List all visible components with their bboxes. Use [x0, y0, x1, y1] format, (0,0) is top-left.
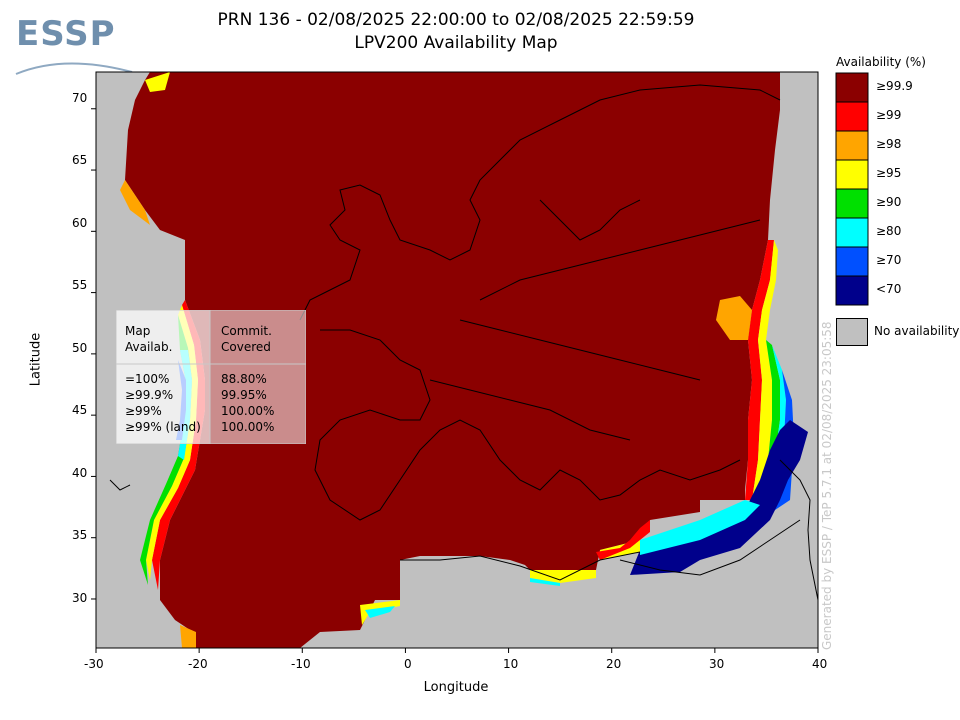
y-tick-label: 40: [72, 466, 88, 480]
legend-swatch: [835, 217, 869, 248]
stats-row-label: =100%: [125, 372, 170, 386]
legend-label: <70: [876, 282, 902, 296]
band-west-yellow: [146, 305, 198, 580]
band-nw-yellow: [145, 72, 170, 92]
band-sa-yellow: [530, 570, 596, 583]
stats-row-value: 100.00%: [221, 404, 275, 418]
y-tick-label: 70: [72, 91, 88, 105]
stats-labels: =100% ≥99.9% ≥99% ≥99% (land): [125, 371, 201, 435]
band-nw-orange: [120, 180, 150, 225]
legend-swatch: [835, 159, 869, 190]
no-availability-swatch: [836, 318, 868, 346]
band-east-orange: [716, 296, 752, 340]
y-tick-label: 55: [72, 278, 88, 292]
band-east-yellow: [752, 240, 778, 500]
stats-row-label: ≥99% (land): [125, 420, 201, 434]
band-west-green: [140, 315, 192, 585]
stats-row-label: ≥99%: [125, 404, 162, 418]
map-title: PRN 136 - 02/08/2025 22:00:00 to 02/08/2…: [217, 10, 695, 30]
y-tick-label: 45: [72, 403, 88, 417]
x-axis-title: Longitude: [423, 680, 489, 695]
band-sw-cyan: [365, 606, 395, 618]
legend-label: ≥90: [876, 195, 902, 209]
band-sw-bands: [360, 600, 400, 625]
x-tick-label: -10: [291, 657, 311, 671]
stats-row-value: 100.00%: [221, 420, 275, 434]
y-tick-label: 60: [72, 216, 88, 230]
legend-label: ≥70: [876, 253, 902, 267]
stats-header-map-availab: Map Availab.: [125, 323, 172, 355]
stats-row-value: 88.80%: [221, 372, 267, 386]
stats-header-line: Availab.: [125, 340, 173, 354]
legend-swatch: [835, 275, 869, 306]
x-tick-label: 30: [709, 657, 725, 671]
legend-label: ≥80: [876, 224, 902, 238]
x-tick-label: 20: [606, 657, 622, 671]
y-tick-label: 65: [72, 153, 88, 167]
band-east-green: [766, 340, 780, 460]
legend-swatch: [835, 246, 869, 277]
stats-box-background: [116, 310, 306, 444]
x-tick-label: 40: [812, 657, 828, 671]
band-se-red: [596, 520, 650, 560]
logo-text: ESSP: [16, 14, 116, 54]
essp-logo: [14, 14, 134, 84]
legend-swatch: [835, 72, 869, 103]
availability-region-main: [125, 72, 780, 648]
stats-header-line: Map: [125, 324, 151, 338]
generated-by-text: Generated by ESSP / TeP 5.7.1 at 02/08/2…: [820, 321, 834, 650]
legend-swatches: [835, 72, 869, 306]
stats-header-line: Commit.: [221, 324, 272, 338]
band-se-cyan: [640, 500, 760, 555]
plot-frame: [95, 71, 819, 649]
stats-row-label: ≥99.9%: [125, 388, 174, 402]
stats-header-commit-covered: Commit. Covered: [221, 323, 272, 355]
x-tick-label: -20: [188, 657, 208, 671]
band-east-darkblue: [630, 420, 808, 575]
logo-swoosh-icon: [15, 62, 133, 75]
legend-label: ≥95: [876, 166, 902, 180]
band-sa-cyan: [530, 578, 560, 586]
band-east-red: [745, 240, 774, 500]
x-tick-label: 10: [503, 657, 519, 671]
y-tick-label: 50: [72, 341, 88, 355]
band-s-orange: [180, 625, 196, 648]
stats-header-line: Covered: [221, 340, 271, 354]
band-west-red: [152, 300, 205, 590]
y-tick-label: 30: [72, 591, 88, 605]
y-tick-label: 35: [72, 528, 88, 542]
coastlines: [109, 84, 819, 601]
legend-label: ≥98: [876, 137, 902, 151]
stats-values: 88.80% 99.95% 100.00% 100.00%: [221, 371, 274, 435]
x-tick-label: 0: [404, 657, 412, 671]
x-tick-label: -30: [84, 657, 104, 671]
legend-title: Availability (%): [836, 55, 926, 69]
legend-swatch: [835, 101, 869, 132]
stats-box: Map Availab. Commit. Covered =100% ≥99.9…: [116, 310, 306, 444]
stats-row-value: 99.95%: [221, 388, 267, 402]
no-availability-label: No availability: [874, 324, 960, 338]
map-subtitle: LPV200 Availability Map: [354, 33, 558, 53]
legend-label: ≥99: [876, 108, 902, 122]
tick-marks: [91, 108, 819, 653]
legend-swatch: [835, 188, 869, 219]
legend-swatch: [835, 130, 869, 161]
legend-label: ≥99.9: [876, 79, 913, 93]
y-axis-title: Latitude: [28, 332, 44, 387]
